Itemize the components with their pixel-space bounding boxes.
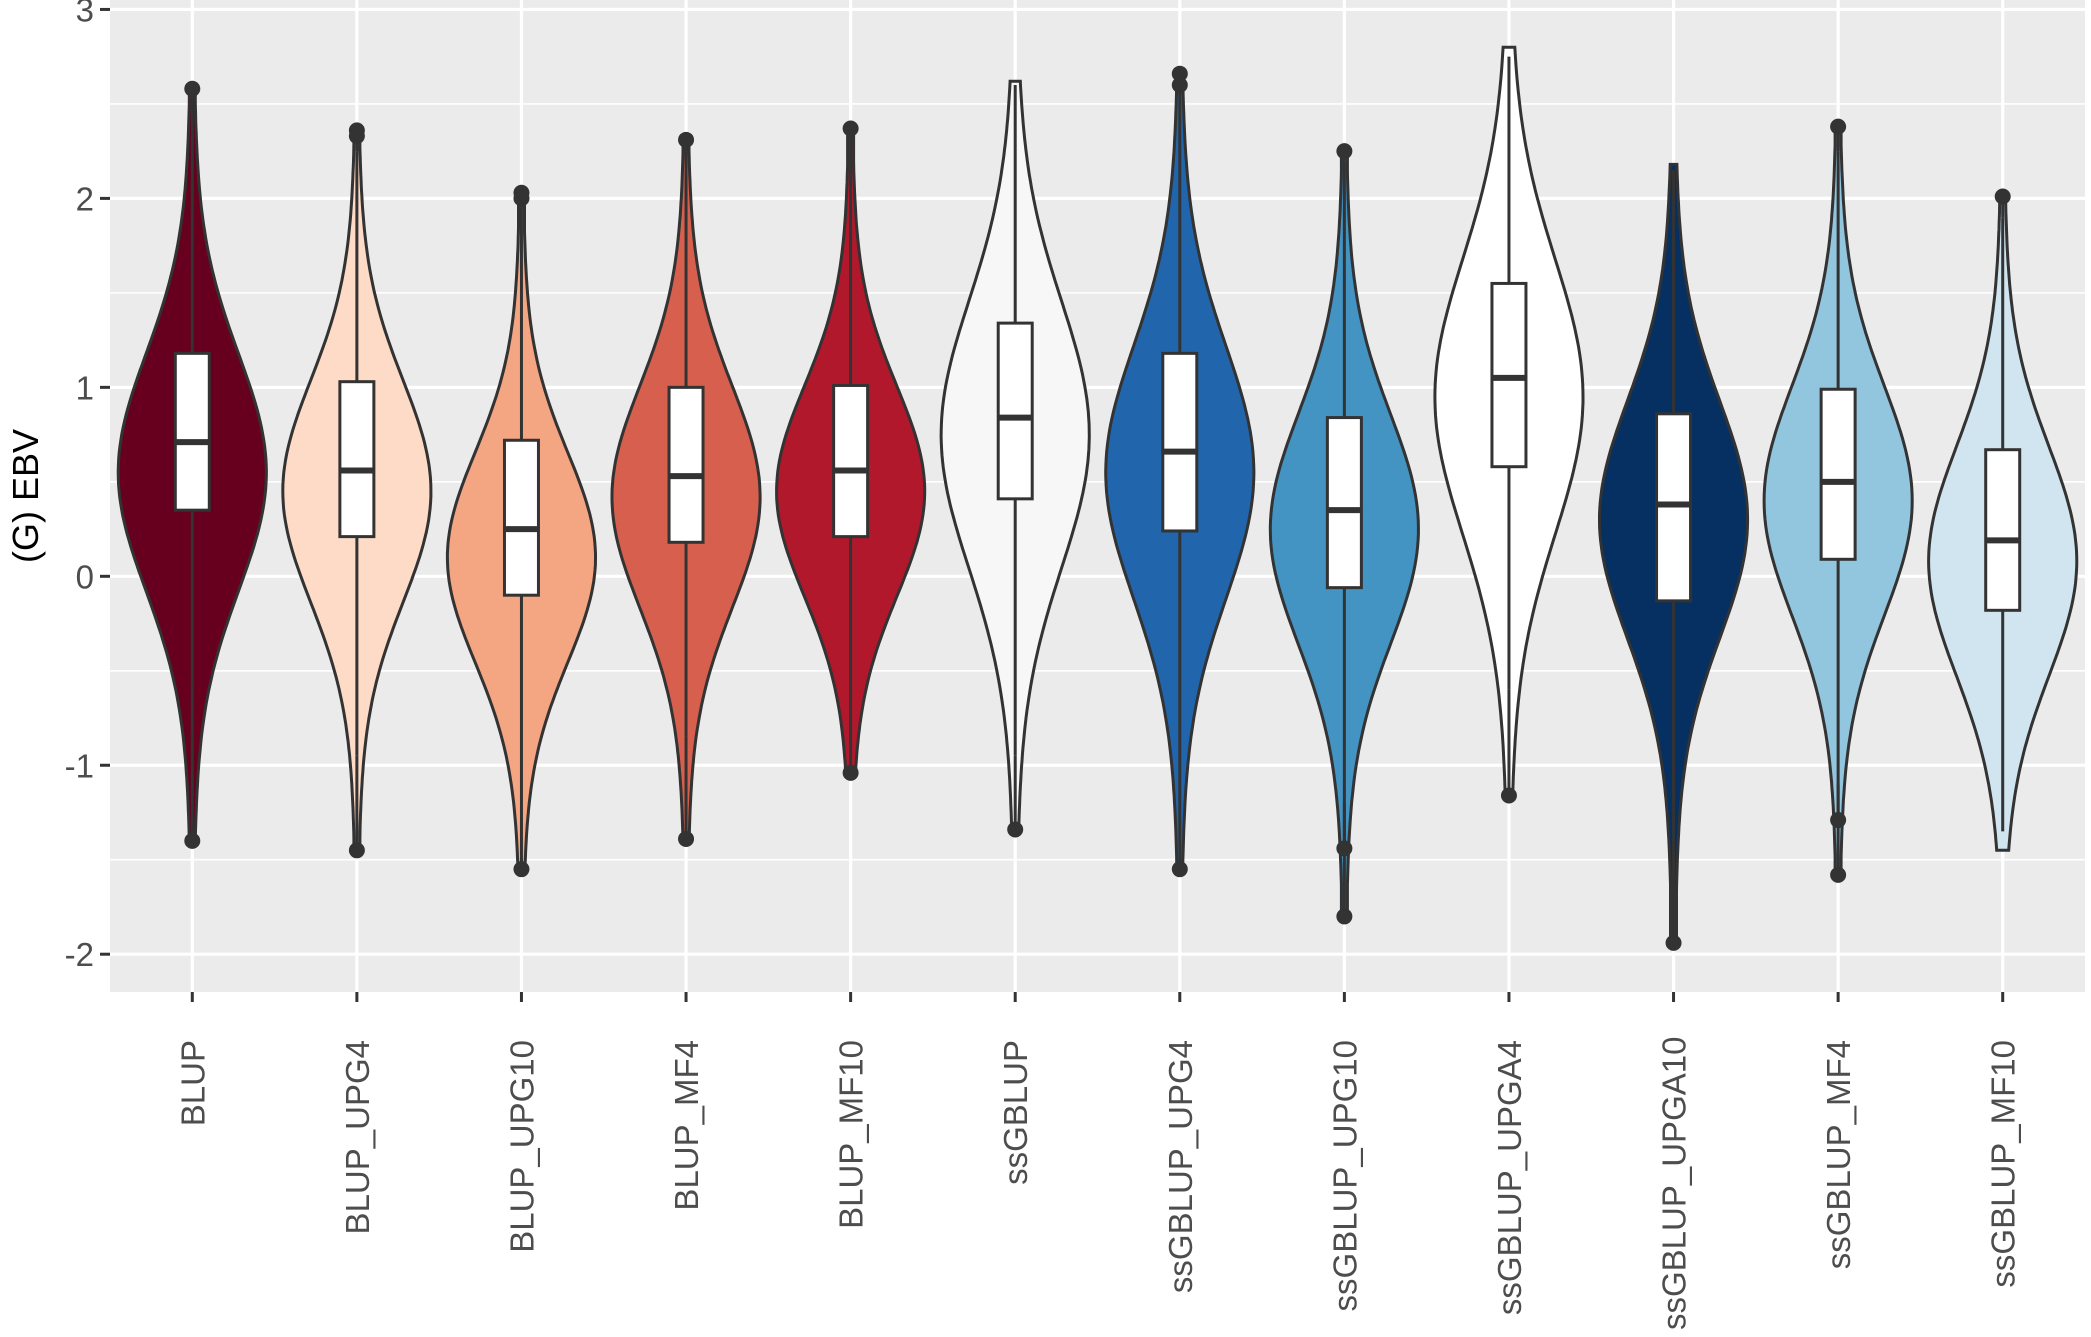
x-tick-label: BLUP_MF4 — [668, 1040, 705, 1211]
outlier-point — [842, 764, 859, 781]
outlier-point — [842, 120, 859, 137]
violin-ssGBLUP_MF4 — [1762, 118, 1914, 883]
outlier-point — [348, 842, 365, 859]
x-tick-label: ssGBLUP_UPG4 — [1162, 1040, 1199, 1293]
iqr-box — [996, 321, 1034, 501]
y-axis: -2 -1 0 1 2 3 — [65, 0, 110, 973]
x-tick-label: ssGBLUP_MF10 — [1985, 1040, 2022, 1288]
violin-ssGBLUP_UPG10 — [1268, 143, 1420, 925]
outlier-point — [1336, 908, 1353, 925]
iqr-box — [1984, 448, 2022, 612]
outlier-point — [1336, 143, 1353, 160]
outlier-point — [348, 128, 365, 145]
x-axis: BLUP BLUP_UPG4 BLUP_UPG10 BLUP_MF4 BLUP_MF10… — [174, 992, 2022, 1330]
iqr-box — [502, 438, 540, 597]
outlier-point — [1830, 866, 1847, 883]
outlier-point — [1171, 77, 1188, 94]
y-tick-label: -2 — [65, 936, 94, 973]
x-tick-label: ssGBLUP — [997, 1040, 1034, 1185]
x-tick-label: ssGBLUP_MF4 — [1820, 1040, 1857, 1269]
x-tick-label: BLUP — [174, 1040, 211, 1126]
outlier-point — [184, 80, 201, 97]
outlier-point — [1171, 861, 1188, 878]
violin-BLUP_UPG10 — [445, 184, 597, 878]
outlier-point — [1336, 840, 1353, 857]
x-tick-label: BLUP_MF10 — [833, 1040, 870, 1229]
violin-BLUP_UPG4 — [281, 122, 433, 859]
violin-ssGBLUP — [939, 79, 1091, 838]
violin-ssGBLUP_MF10 — [1927, 188, 2079, 852]
iqr-box — [1161, 351, 1199, 533]
outlier-point — [1994, 188, 2011, 205]
iqr-box — [1819, 387, 1857, 561]
x-tick-label: ssGBLUP_UPG10 — [1326, 1040, 1363, 1311]
y-tick-label: 0 — [76, 558, 94, 595]
violin-BLUP_MF10 — [775, 120, 927, 781]
outlier-point — [1665, 934, 1682, 951]
violin-BLUP — [116, 80, 268, 849]
y-tick-label: 2 — [76, 180, 94, 217]
outlier-point — [513, 861, 530, 878]
outlier-point — [184, 832, 201, 849]
x-tick-label: BLUP_UPG4 — [339, 1040, 376, 1234]
outlier-point — [1007, 821, 1024, 838]
iqr-box — [173, 351, 211, 512]
violin-ssGBLUP_UPGA10 — [1598, 162, 1750, 951]
outlier-point — [1500, 787, 1517, 804]
panel-background — [110, 0, 2085, 992]
x-tick-label: ssGBLUP_UPGA10 — [1656, 1037, 1693, 1330]
y-tick-label: 3 — [76, 0, 94, 28]
violin-ssGBLUP_UPG4 — [1104, 65, 1256, 878]
iqr-box — [832, 383, 870, 539]
x-tick-label: BLUP_UPG10 — [503, 1040, 540, 1253]
violin-ssGBLUP_UPGA4 — [1433, 45, 1585, 804]
outlier-point — [1830, 118, 1847, 135]
outlier-point — [678, 830, 695, 847]
x-tick-label: ssGBLUP_UPGA4 — [1491, 1040, 1528, 1315]
y-tick-label: -1 — [65, 747, 94, 784]
outlier-point — [1830, 812, 1847, 829]
iqr-box — [667, 385, 705, 544]
y-tick-label: 1 — [76, 369, 94, 406]
outlier-point — [1171, 65, 1188, 82]
violins — [116, 45, 2079, 951]
outlier-point — [513, 190, 530, 207]
violin-BLUP_MF4 — [610, 131, 762, 847]
iqr-box — [338, 380, 376, 539]
outlier-point — [678, 131, 695, 148]
iqr-box — [1325, 416, 1363, 590]
y-axis-title: (G) EBV — [5, 429, 46, 563]
